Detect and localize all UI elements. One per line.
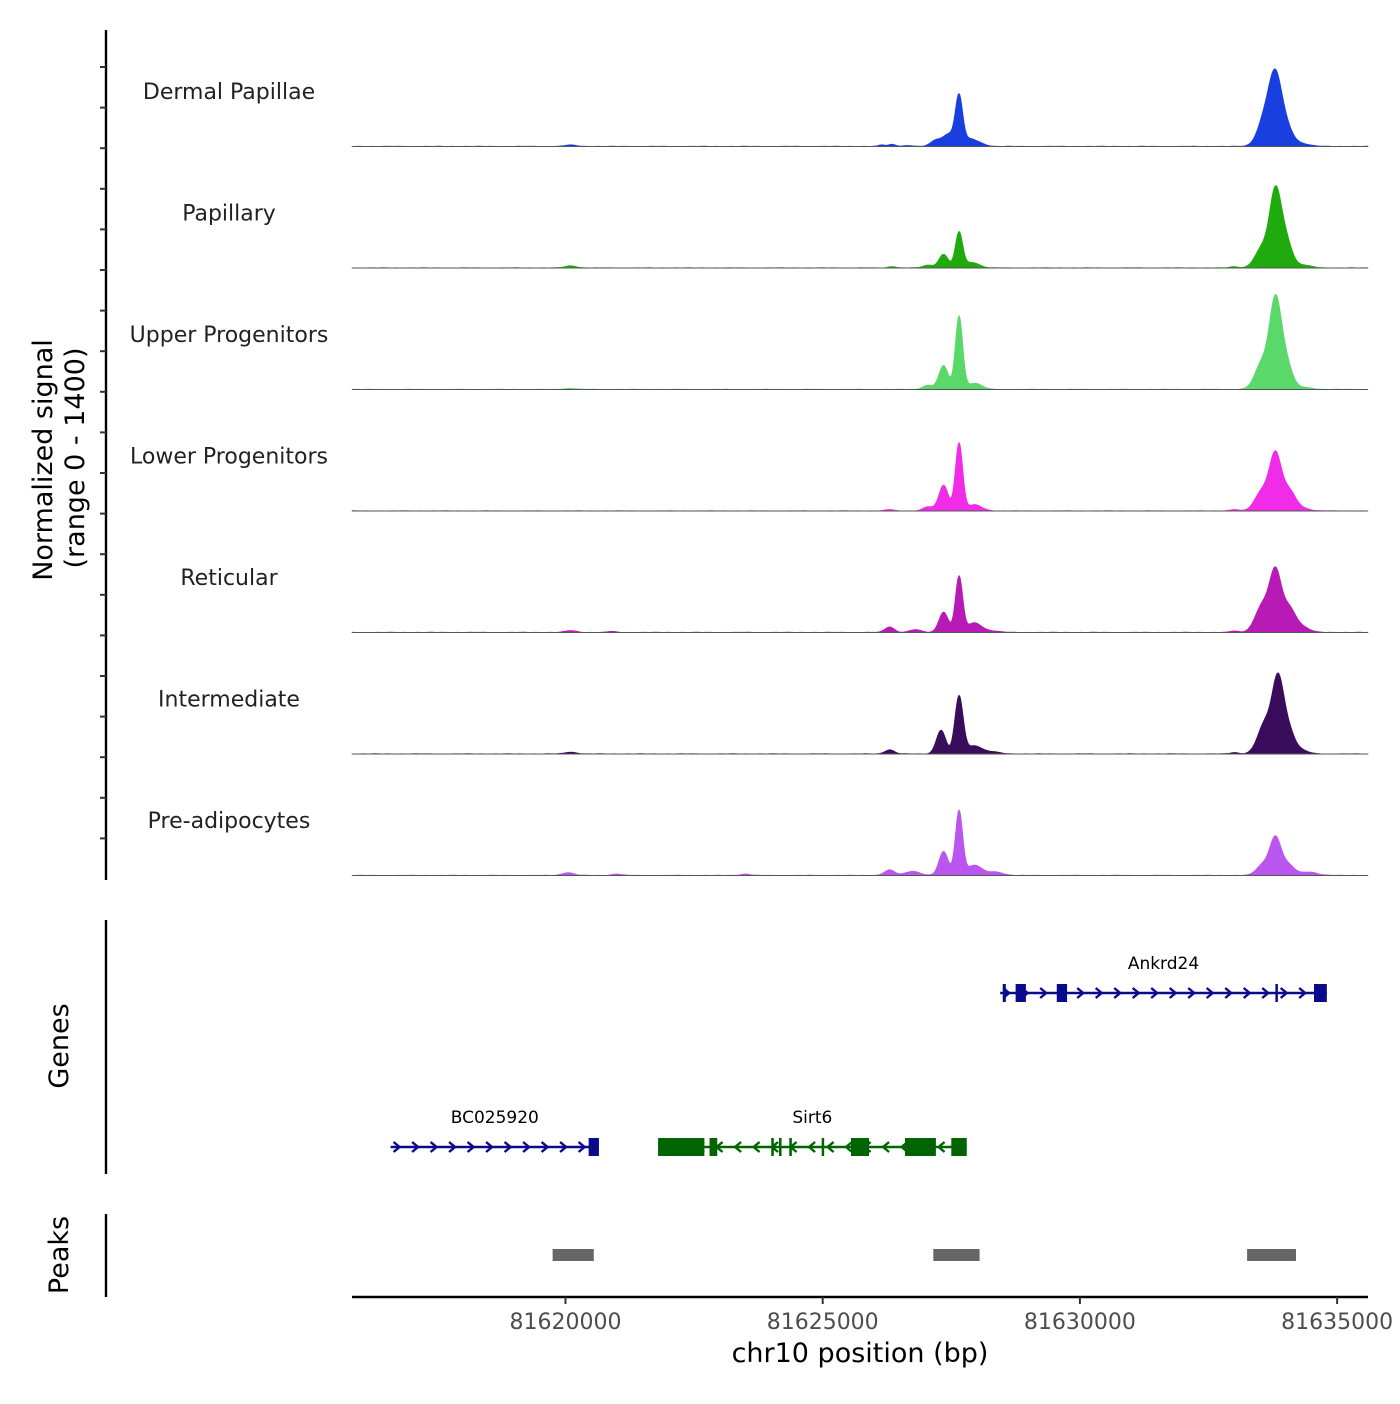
strand-chevron xyxy=(807,1141,816,1153)
coverage-area xyxy=(351,185,1369,269)
gene-model: BC025920 xyxy=(390,1108,599,1156)
coverage-track: Dermal Papillae xyxy=(143,68,1369,147)
coverage-area xyxy=(351,294,1369,390)
strand-chevron xyxy=(1205,987,1215,999)
coverage-area xyxy=(351,566,1369,633)
track-label: Reticular xyxy=(180,566,278,591)
gene-exon xyxy=(850,1138,870,1156)
strand-chevron xyxy=(503,1141,513,1153)
gene-exon xyxy=(778,1138,782,1156)
coverage-area xyxy=(351,68,1369,147)
strand-chevron xyxy=(411,1141,420,1153)
strand-chevron xyxy=(936,1141,946,1153)
x-axis: 81620000 81625000 81630000 81635000 xyxy=(352,1295,1393,1335)
strand-chevron xyxy=(577,1141,587,1153)
gene-exon xyxy=(771,1138,774,1156)
gene-exon xyxy=(588,1138,599,1156)
gene-exon xyxy=(789,1138,792,1156)
track-label: Papillary xyxy=(182,202,276,227)
strand-chevron xyxy=(1131,987,1141,999)
gene-exon xyxy=(1015,984,1026,1002)
strand-chevron xyxy=(1261,987,1271,999)
x-tick-label: 81620000 xyxy=(509,1310,621,1335)
coverage-track: Pre-adipocytes xyxy=(148,809,1369,876)
strand-chevron xyxy=(1094,987,1104,999)
gene-label: Sirt6 xyxy=(792,1108,832,1128)
strand-chevron xyxy=(1298,987,1308,999)
strand-chevron xyxy=(522,1141,531,1153)
strand-chevron xyxy=(559,1141,568,1153)
gene-label: Ankrd24 xyxy=(1128,954,1199,974)
strand-chevron xyxy=(1150,987,1160,999)
gene-model: Sirt6 xyxy=(658,1108,967,1156)
coverage-track: Papillary xyxy=(182,185,1369,269)
gene-exon xyxy=(1313,984,1327,1002)
strand-chevron xyxy=(429,1141,439,1153)
genes-axis-title: Genes xyxy=(44,1003,75,1088)
coverage-area xyxy=(351,441,1369,512)
coverage-track: Intermediate xyxy=(158,672,1369,755)
peak-region xyxy=(552,1249,594,1261)
track-label: Dermal Papillae xyxy=(143,80,315,105)
strand-chevron xyxy=(751,1141,761,1153)
strand-chevron xyxy=(1187,987,1197,999)
gene-label: BC025920 xyxy=(451,1108,539,1128)
strand-chevron xyxy=(1076,987,1086,999)
gene-exon xyxy=(821,1138,825,1156)
track-label: Lower Progenitors xyxy=(130,445,328,470)
peak-region xyxy=(933,1249,980,1261)
gene-exon xyxy=(1275,984,1278,1002)
strand-chevron xyxy=(825,1141,835,1153)
gene-exon xyxy=(1002,984,1006,1002)
genes-panel: Ankrd24 BC025920 Sirt6 xyxy=(104,920,1327,1174)
gene-exon xyxy=(1056,984,1068,1002)
strand-chevron xyxy=(466,1141,476,1153)
gene-exon xyxy=(905,1138,936,1156)
peak-region xyxy=(1247,1249,1296,1261)
peaks-panel xyxy=(104,1214,1296,1297)
strand-chevron xyxy=(1242,987,1252,999)
coverage-panel: Dermal Papillae Papillary Upper Progenitor… xyxy=(100,30,1369,880)
strand-chevron xyxy=(448,1141,457,1153)
gene-exon xyxy=(658,1138,705,1156)
strand-chevron xyxy=(1279,987,1289,999)
strand-chevron xyxy=(844,1141,853,1153)
gene-model: Ankrd24 xyxy=(1000,954,1327,1002)
x-tick-label: 81630000 xyxy=(1024,1310,1136,1335)
strand-chevron xyxy=(1039,987,1049,999)
strand-chevron xyxy=(485,1141,494,1153)
x-tick-label: 81635000 xyxy=(1281,1310,1393,1335)
track-label: Intermediate xyxy=(158,688,300,713)
track-label: Pre-adipocytes xyxy=(148,809,311,834)
coverage-track: Reticular xyxy=(180,566,1369,633)
coverage-area xyxy=(351,672,1369,755)
x-tick-label: 81625000 xyxy=(767,1310,879,1335)
strand-chevron xyxy=(1113,987,1123,999)
strand-chevron xyxy=(1168,987,1178,999)
peaks-axis-title: Peaks xyxy=(44,1216,75,1294)
strand-chevron xyxy=(881,1141,890,1153)
strand-chevron xyxy=(733,1141,742,1153)
strand-chevron xyxy=(1224,987,1234,999)
track-label: Upper Progenitors xyxy=(130,323,329,348)
x-axis-title: chr10 position (bp) xyxy=(732,1338,989,1369)
coverage-track: Upper Progenitors xyxy=(130,294,1369,390)
coverage-track: Lower Progenitors xyxy=(130,441,1369,512)
strand-chevron xyxy=(392,1141,402,1153)
strand-chevron xyxy=(540,1141,550,1153)
y-axis-title-line2: (range 0 - 1400) xyxy=(60,348,91,569)
gene-exon xyxy=(709,1138,718,1156)
coverage-area xyxy=(351,809,1369,876)
y-axis-title-line1: Normalized signal xyxy=(28,339,59,581)
gene-exon xyxy=(951,1138,967,1156)
